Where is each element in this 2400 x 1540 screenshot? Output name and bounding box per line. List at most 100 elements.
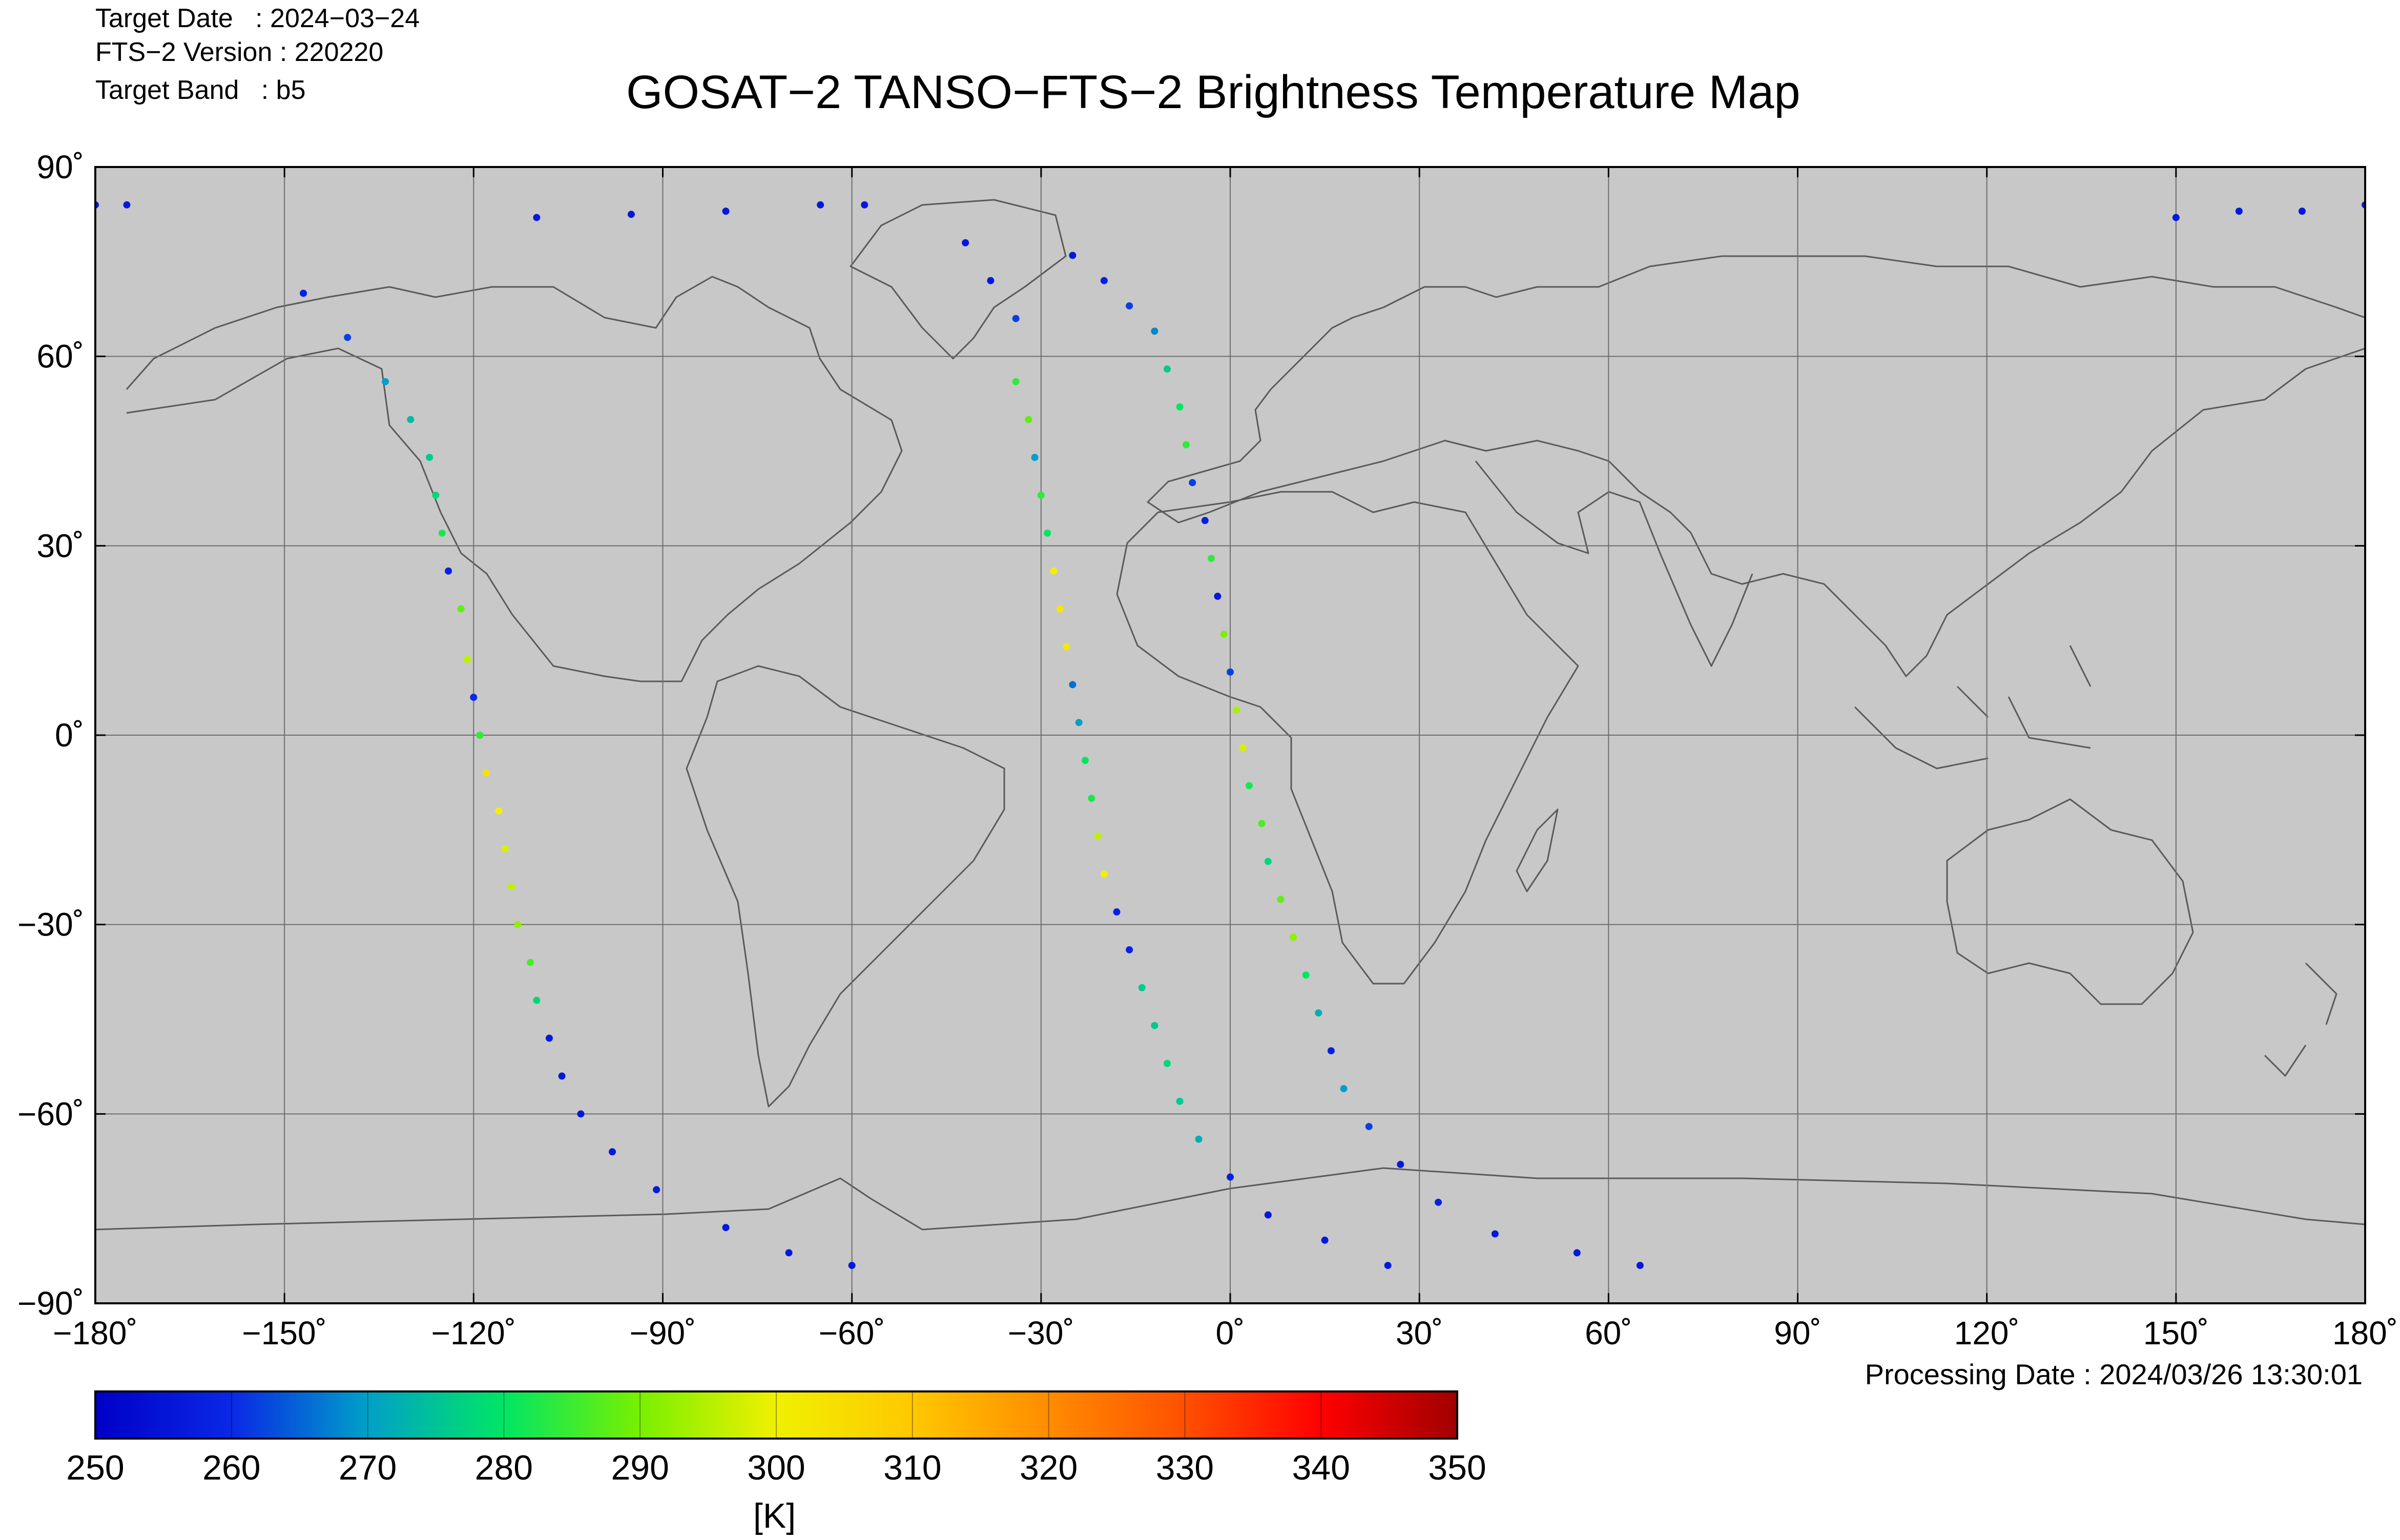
observation-point — [1636, 1262, 1644, 1270]
observation-point — [495, 807, 503, 815]
observation-point — [1573, 1249, 1581, 1257]
colorbar-tick-label: 310 — [883, 1448, 941, 1487]
observation-point — [2172, 214, 2180, 221]
lon-tick-label: 0˚ — [1216, 1315, 1245, 1351]
se-asia-islands-coastline — [1854, 645, 2092, 769]
colorbar-tick-label: 250 — [66, 1448, 124, 1487]
observation-point — [1214, 592, 1222, 600]
colorbar-tick-label: 260 — [202, 1448, 260, 1487]
observation-point — [1081, 757, 1089, 764]
observation-point — [457, 605, 465, 613]
observation-point — [1037, 491, 1045, 499]
observation-point — [1365, 1122, 1373, 1130]
antarctica-coastline — [95, 1167, 2365, 1231]
observation-point — [1113, 908, 1121, 916]
madagascar-coastline — [1516, 808, 1559, 892]
south-america-coastline — [686, 665, 1005, 1108]
observation-point — [627, 211, 635, 218]
observation-point — [438, 529, 446, 537]
observation-point — [1435, 1198, 1442, 1206]
observation-point — [1138, 984, 1146, 991]
eurasia-coastline — [1147, 255, 2365, 677]
arabia-india-coastline — [1475, 461, 1753, 667]
observation-point — [300, 289, 307, 297]
target-date-label: Target Date : 2024−03−24 — [95, 4, 420, 33]
observation-point — [1176, 1097, 1184, 1105]
observation-point — [514, 921, 522, 928]
observation-point — [1321, 1236, 1329, 1244]
observation-point — [426, 453, 433, 461]
processing-date: Processing Date : 2024/03/26 13:30:01 — [1865, 1358, 2363, 1390]
lon-tick-label: 30˚ — [1396, 1315, 1443, 1351]
observation-point — [1264, 1211, 1272, 1219]
observation-point — [609, 1148, 616, 1156]
observation-point — [2235, 207, 2243, 215]
observation-point — [1176, 403, 1184, 411]
observation-point — [1100, 277, 1108, 284]
lat-tick-label: 30˚ — [37, 527, 85, 564]
observation-point — [546, 1034, 553, 1042]
observation-point — [1327, 1047, 1335, 1055]
observation-point — [407, 415, 415, 423]
observation-point — [1056, 605, 1064, 613]
observation-point — [1239, 744, 1247, 752]
observation-point — [508, 883, 515, 890]
lat-tick-label: 60˚ — [37, 338, 85, 375]
observation-point — [1264, 858, 1272, 865]
colorbar-tick-label: 350 — [1428, 1448, 1486, 1487]
observation-point — [1031, 453, 1039, 461]
observation-point — [344, 334, 351, 341]
colorbar-tick-label: 290 — [611, 1448, 669, 1487]
colorbar-tick-label: 300 — [747, 1448, 805, 1487]
colorbar-tick-label: 320 — [1020, 1448, 1078, 1487]
observation-point — [1050, 567, 1058, 575]
observation-point — [1044, 529, 1051, 537]
observation-point — [533, 214, 541, 221]
observation-point — [123, 201, 131, 209]
lon-tick-label: −90˚ — [630, 1315, 696, 1351]
observation-point — [1277, 896, 1285, 903]
observation-point — [1088, 795, 1095, 802]
australia-coastline — [1946, 798, 2194, 1005]
lon-tick-label: 150˚ — [2143, 1315, 2209, 1351]
observation-point — [1075, 719, 1083, 726]
lat-tick-label: 0˚ — [55, 717, 84, 754]
observation-point — [1384, 1262, 1392, 1270]
colorbar-tick-label: 340 — [1292, 1448, 1350, 1487]
latitude-labels: 90˚ 60˚ 30˚ 0˚ −30˚ −60˚ −90˚ — [17, 149, 84, 1322]
lon-tick-label: −30˚ — [1008, 1315, 1074, 1351]
observation-point — [432, 491, 440, 499]
observation-point — [1126, 302, 1133, 310]
observation-point — [1025, 415, 1032, 423]
observation-point — [1201, 517, 1209, 525]
fts-version-label: FTS−2 Version : 220220 — [95, 37, 384, 67]
observation-point — [1189, 479, 1196, 487]
observation-point — [962, 239, 969, 246]
observation-point — [1069, 681, 1077, 689]
colorbar-tick-label: 280 — [475, 1448, 533, 1487]
colorbar-ticks: 250 260 270 280 290 300 310 320 330 340 350 — [66, 1391, 1486, 1487]
observation-point — [533, 996, 541, 1004]
colorbar-unit-label: [K] — [753, 1496, 796, 1535]
observation-point — [1227, 668, 1234, 676]
observation-point — [470, 694, 478, 701]
lon-tick-label: 180˚ — [2332, 1315, 2398, 1351]
observation-point — [1397, 1160, 1404, 1168]
observation-point — [722, 207, 730, 215]
observation-point — [476, 732, 484, 739]
observation-point — [577, 1110, 585, 1118]
observation-point — [1302, 971, 1310, 979]
observation-point — [987, 277, 995, 284]
observation-point — [1491, 1230, 1499, 1238]
lon-tick-label: −120˚ — [431, 1315, 516, 1351]
observation-point — [785, 1249, 793, 1257]
observation-point — [1208, 554, 1215, 562]
greenland-coastline — [850, 199, 1067, 360]
observation-point — [1182, 441, 1190, 449]
observation-point — [1069, 252, 1077, 259]
lon-tick-label: 90˚ — [1774, 1315, 1822, 1351]
colorbar-tick-label: 330 — [1156, 1448, 1214, 1487]
observation-point — [1290, 933, 1297, 941]
observation-point — [382, 378, 389, 385]
observation-point — [1220, 630, 1228, 638]
